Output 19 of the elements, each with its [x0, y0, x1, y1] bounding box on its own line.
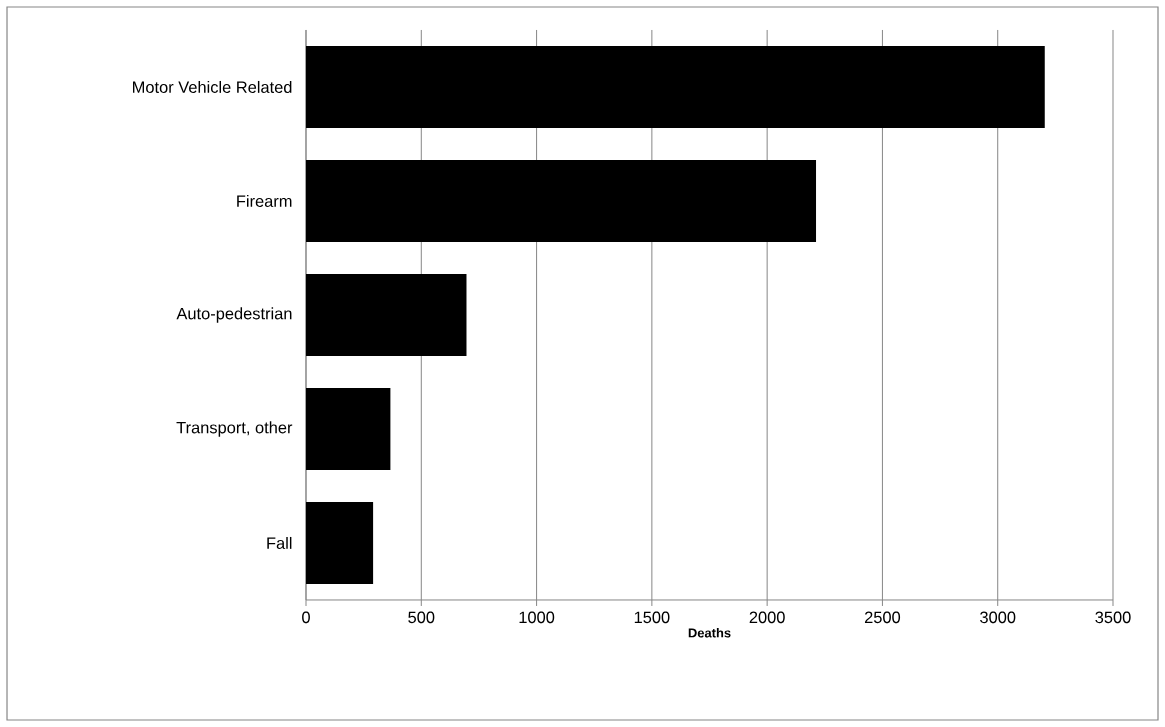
x-tick-label: 3500 — [1095, 611, 1131, 624]
y-tick-label: Firearm — [237, 194, 292, 208]
x-tick-label: 2000 — [749, 611, 785, 624]
y-tick-label: Auto-pedestrian — [176, 307, 292, 323]
y-tick-label: Motor Vehicle Related — [133, 80, 292, 94]
x-axis-title: Deaths — [688, 627, 731, 638]
bar — [306, 387, 391, 471]
x-tick-label: 1000 — [519, 611, 555, 624]
x-tick-label: 500 — [408, 611, 435, 624]
x-tick-label: 1500 — [634, 611, 670, 624]
bar — [306, 159, 817, 243]
y-tick-label: Fall — [267, 536, 292, 550]
bar — [306, 45, 1045, 129]
x-tick-label: 2500 — [864, 611, 901, 624]
bar — [306, 501, 374, 585]
bar — [306, 273, 467, 357]
x-tick-label: 0 — [302, 611, 310, 624]
y-tick-label: Transport, other — [176, 421, 293, 437]
x-tick-label: 3000 — [980, 611, 1016, 624]
